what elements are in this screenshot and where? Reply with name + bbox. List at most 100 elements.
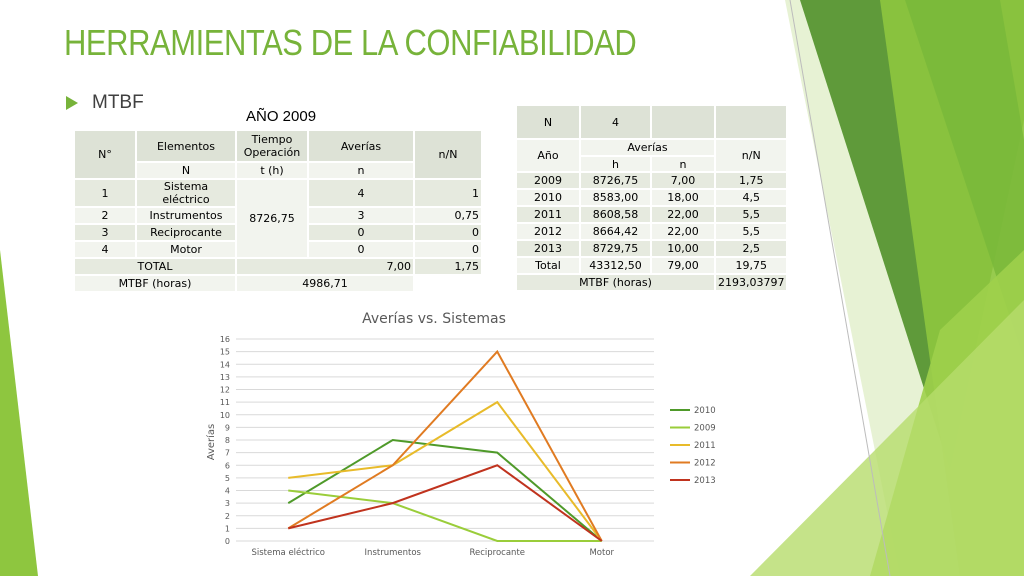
- table-cell: 10,00: [650, 239, 716, 258]
- y-tick-label: 6: [225, 461, 230, 470]
- header-tiempo: Tiempo Operación: [235, 129, 309, 163]
- page-title: HERRAMIENTAS DE LA CONFIABILIDAD: [64, 22, 637, 63]
- y-tick-label: 8: [225, 436, 230, 445]
- mtbf-value: 4986,71: [235, 274, 415, 293]
- subheader-t: t (h): [235, 161, 309, 180]
- header-elementos: Elementos: [135, 129, 237, 163]
- header-h: h: [579, 155, 652, 173]
- table-cell: 2013: [515, 239, 581, 258]
- total-averias: 7,00: [235, 257, 415, 276]
- y-tick-label: 9: [225, 423, 230, 432]
- table-cell: 5,5: [713, 222, 789, 241]
- chart-legend: 2010 2009 2011 2012 2013: [670, 406, 716, 486]
- table-cell: 22,00: [650, 205, 716, 224]
- table-cell: 19,75: [713, 256, 789, 275]
- tiempo-value: 8726,75: [235, 178, 309, 259]
- table-cell: Motor: [135, 240, 237, 259]
- mtbf-value: 2193,03797: [713, 273, 789, 292]
- series-line-2011: [288, 400, 603, 542]
- table-cell: 4: [307, 178, 415, 208]
- table-cell: 43312,50: [579, 256, 652, 275]
- total-nN: 1,75: [413, 257, 483, 276]
- table-cell: 1,75: [713, 171, 789, 190]
- table-cell: 0: [413, 223, 483, 242]
- y-tick-label: 11: [220, 398, 230, 407]
- header-n: n: [650, 155, 716, 173]
- y-tick-label: 2: [225, 512, 230, 521]
- table-cell: Instrumentos: [135, 206, 237, 225]
- legend-label: 2011: [694, 441, 716, 451]
- x-tick-label: Motor: [589, 548, 614, 558]
- table-cell: 3: [307, 206, 415, 225]
- legend-label: 2010: [694, 406, 716, 416]
- table-cell: 2010: [515, 188, 581, 207]
- table-cell: 2,5: [713, 239, 789, 258]
- year-label: AÑO 2009: [246, 108, 317, 125]
- x-tick-label: Instrumentos: [365, 548, 422, 558]
- y-tick-label: 3: [225, 499, 230, 508]
- header-averias: Averías: [579, 138, 716, 157]
- chart-grid: [236, 338, 654, 542]
- header-averias: Averías: [307, 129, 415, 163]
- table-cell: 0: [413, 240, 483, 259]
- table-cell: Reciprocante: [135, 223, 237, 242]
- y-tick-label: 4: [225, 487, 230, 496]
- y-tick-label: 14: [220, 360, 230, 369]
- legend-label: 2013: [694, 476, 716, 486]
- table-cell: 8726,75: [579, 171, 652, 190]
- table-cell: 8608,58: [579, 205, 652, 224]
- legend-label: 2012: [694, 459, 716, 469]
- table-cell: 5,5: [713, 205, 789, 224]
- table-cell: 22,00: [650, 222, 716, 241]
- table-cell: Total: [515, 256, 581, 275]
- y-tick-label: 16: [220, 335, 230, 344]
- series-line-2012: [287, 349, 603, 542]
- table-cell: 2012: [515, 222, 581, 241]
- x-tick-label: Sistema eléctrico: [252, 547, 326, 558]
- table-cell: 4,5: [713, 188, 789, 207]
- header-numero: N°: [73, 129, 137, 180]
- mtbf-label: MTBF (horas): [73, 274, 237, 293]
- table-cell: 0: [307, 240, 415, 259]
- chart-series: [287, 349, 603, 542]
- top-N-label: N: [515, 104, 581, 140]
- table-cell: 2011: [515, 205, 581, 224]
- mtbf-table-2009: N° Elementos Tiempo Operación Averías n/…: [73, 129, 483, 293]
- subheader-n: n: [307, 161, 415, 180]
- y-tick-label: 12: [220, 386, 230, 395]
- mtbf-label: MTBF (horas): [515, 273, 716, 292]
- table-cell: 8583,00: [579, 188, 652, 207]
- table-cell: 2009: [515, 171, 581, 190]
- y-tick-label: 15: [220, 348, 230, 357]
- table-cell: 2: [73, 206, 137, 225]
- y-tick-label: 5: [225, 474, 230, 483]
- header-anio: Año: [515, 138, 581, 173]
- chart-title: Averías vs. Sistemas: [362, 311, 506, 327]
- table-cell: 0,75: [413, 206, 483, 225]
- legend-label: 2009: [694, 424, 716, 434]
- table-cell: 8664,42: [579, 222, 652, 241]
- y-axis-label: Averías: [205, 424, 217, 461]
- table-cell: 1: [73, 178, 137, 208]
- line-chart: Averías vs. Sistemas Averías 01234567891…: [205, 311, 716, 558]
- bullet-arrow-icon: [66, 96, 78, 110]
- table-cell: 1: [413, 178, 483, 208]
- table-cell: 18,00: [650, 188, 716, 207]
- mtbf-table-years: N 4 Año Averías n/N h n 2009 8726,75 7,0…: [515, 104, 789, 292]
- bullet-text: MTBF: [92, 92, 144, 113]
- y-tick-label: 1: [225, 524, 230, 533]
- table-cell: 0: [307, 223, 415, 242]
- table-cell: 79,00: [650, 256, 716, 275]
- bullet-item: MTBF: [66, 92, 144, 114]
- table-cell: 7,00: [650, 171, 716, 190]
- x-axis-ticks: Sistema eléctrico Instrumentos Reciprocant…: [252, 547, 615, 558]
- table-cell: 3: [73, 223, 137, 242]
- total-label: TOTAL: [73, 257, 237, 276]
- subheader-N: N: [135, 161, 237, 180]
- header-nN: n/N: [413, 129, 483, 180]
- top-N-value: 4: [579, 104, 652, 140]
- header-nN: n/N: [713, 138, 789, 173]
- series-line-2013: [288, 464, 603, 542]
